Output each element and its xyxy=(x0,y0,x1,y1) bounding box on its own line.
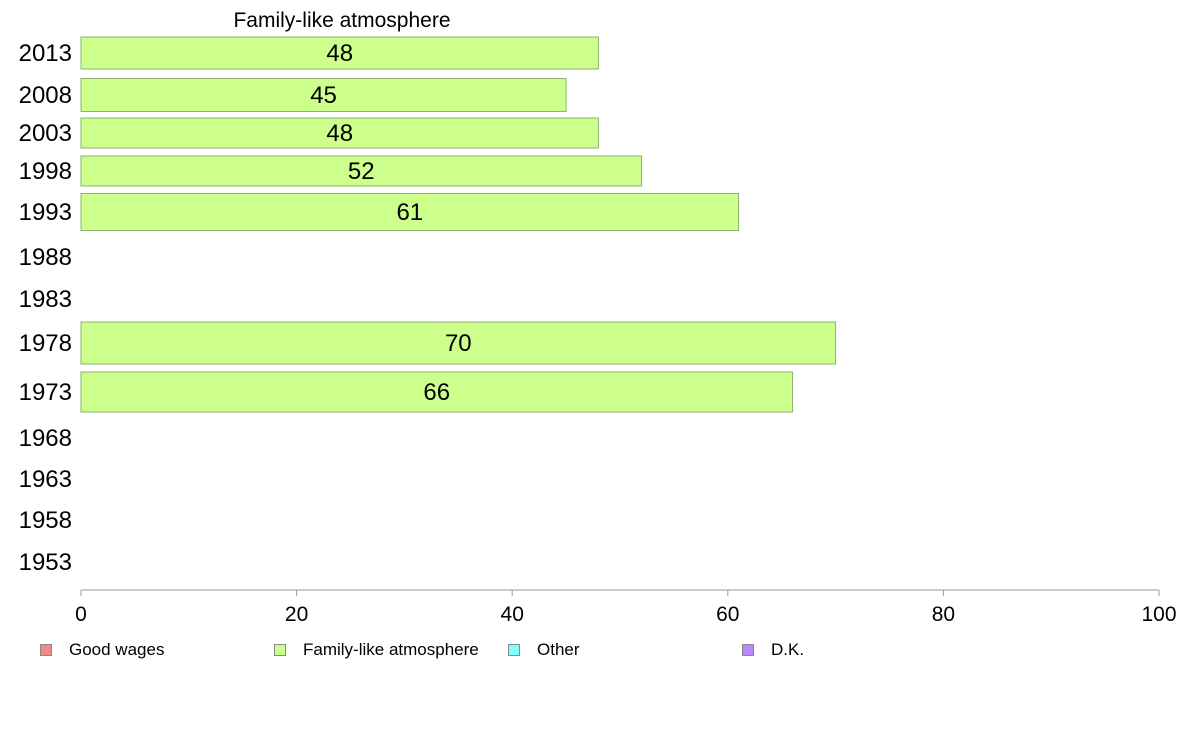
bar xyxy=(80,78,567,112)
y-tick-label: 1993 xyxy=(19,199,72,226)
x-tick-label: 80 xyxy=(932,603,955,626)
bar xyxy=(80,193,740,231)
x-tick-label: 0 xyxy=(75,603,87,626)
y-tick-label: 1968 xyxy=(19,425,72,452)
bar-value-label: 70 xyxy=(445,330,472,357)
bar xyxy=(80,155,643,187)
legend-label: Good wages xyxy=(69,640,165,659)
y-tick-label: 1953 xyxy=(19,549,72,576)
legend-swatch xyxy=(742,644,754,656)
y-tick-label: 1958 xyxy=(19,507,72,534)
chart-title: Family-like atmosphere xyxy=(233,9,450,32)
bar xyxy=(80,36,599,70)
y-tick-label: 2013 xyxy=(19,40,72,67)
legend-item: Good wages xyxy=(40,640,164,660)
y-tick-label: 1973 xyxy=(19,379,72,406)
bar-value-label: 52 xyxy=(348,158,375,185)
bar-chart: Family-like atmosphere 2013 2008 2003 1998 1… xyxy=(19,9,1177,626)
legend-label: Other xyxy=(537,640,580,659)
y-tick-label: 1978 xyxy=(19,330,72,357)
legend-swatch xyxy=(274,644,286,656)
bar xyxy=(80,117,599,149)
legend-item: Family-like atmosphere xyxy=(274,640,479,660)
bar xyxy=(80,371,793,413)
legend-item: Other xyxy=(508,640,580,660)
bar-value-label: 66 xyxy=(423,379,450,406)
bar-value-label: 45 xyxy=(310,82,337,109)
x-tick-label: 60 xyxy=(716,603,739,626)
legend-label: Family-like atmosphere xyxy=(303,640,479,659)
bar-value-label: 48 xyxy=(326,120,353,147)
y-tick-label: 1963 xyxy=(19,466,72,493)
bar-value-label: 48 xyxy=(326,40,353,67)
legend-swatch xyxy=(508,644,520,656)
bar-value-label: 61 xyxy=(396,199,423,226)
bar xyxy=(80,321,837,365)
y-tick-label: 1988 xyxy=(19,244,72,271)
legend-item: D.K. xyxy=(742,640,804,660)
x-tick-label: 40 xyxy=(501,603,524,626)
y-tick-label: 2003 xyxy=(19,120,72,147)
legend: Good wages Family-like atmosphere Other D.K… xyxy=(0,640,1188,670)
x-tick-label: 100 xyxy=(1141,603,1176,626)
x-tick-label: 20 xyxy=(285,603,308,626)
y-tick-label: 1983 xyxy=(19,286,72,313)
legend-label: D.K. xyxy=(771,640,805,659)
y-tick-label: 1998 xyxy=(19,158,72,185)
y-tick-label: 2008 xyxy=(19,82,72,109)
legend-swatch xyxy=(40,644,52,656)
